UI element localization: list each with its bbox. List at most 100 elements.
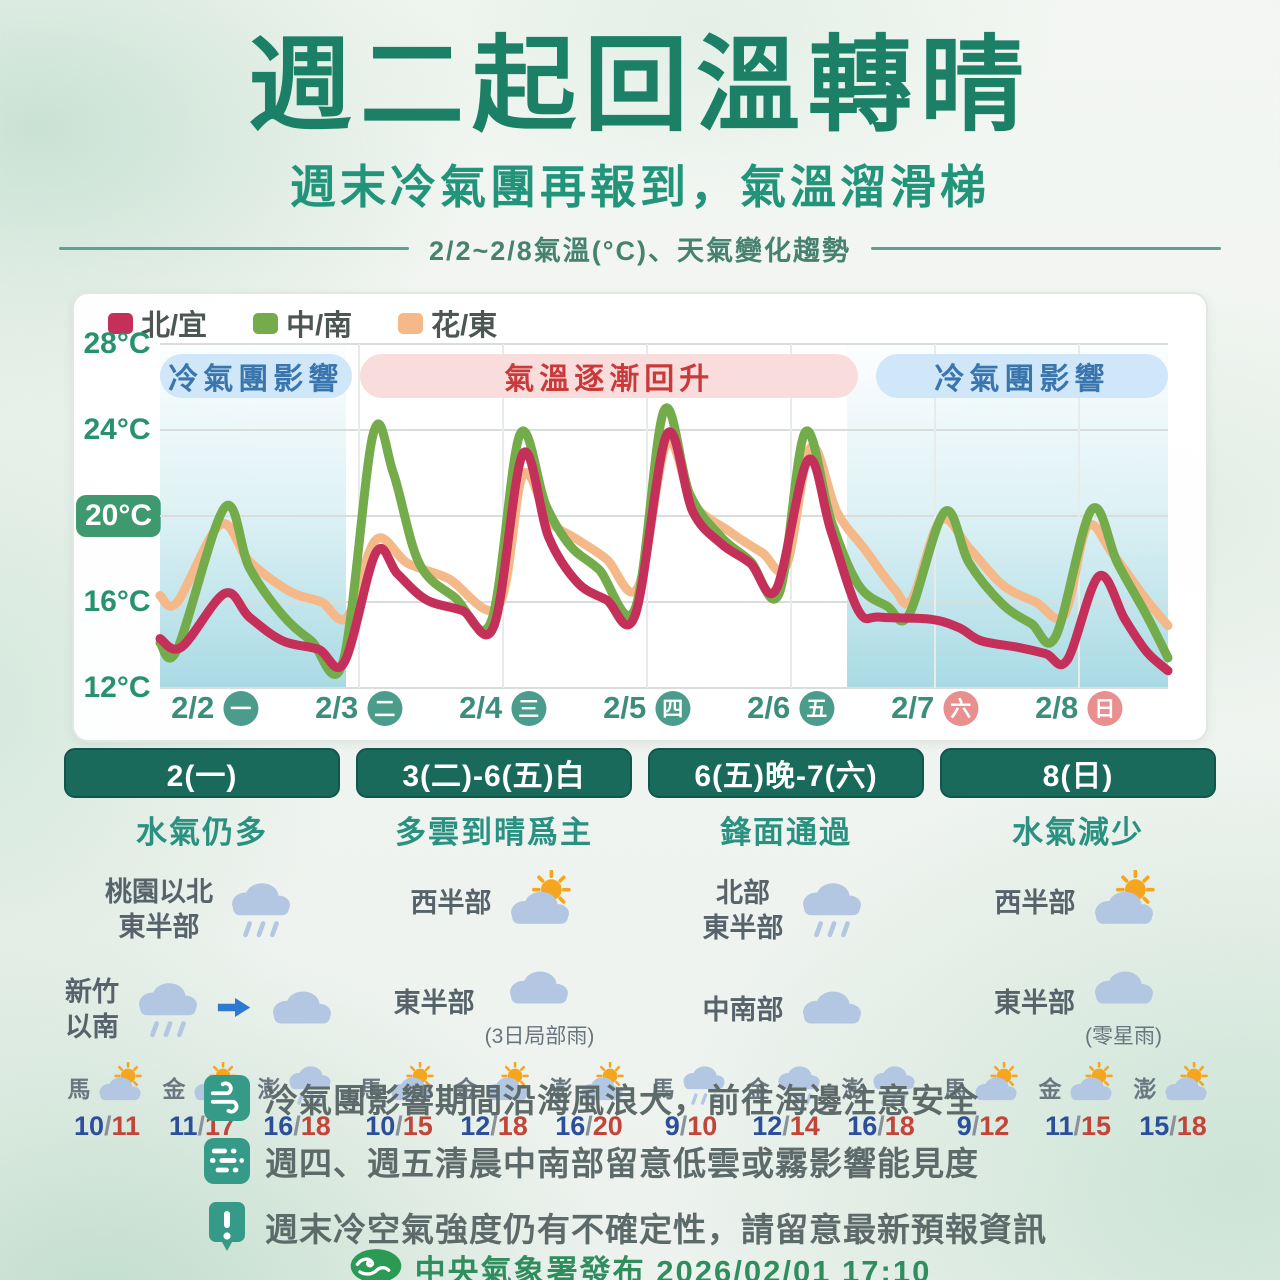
island-name: 馬 bbox=[943, 1075, 967, 1102]
island-name: 金 bbox=[162, 1075, 186, 1102]
island-forecast-馬: 馬 10/11 bbox=[68, 1061, 147, 1142]
cloud-icon bbox=[501, 957, 577, 1024]
weather-icon-line bbox=[794, 877, 870, 944]
temp-high: 18 bbox=[884, 1111, 915, 1141]
caption-rule-right bbox=[871, 246, 1222, 250]
temperature-chart-card: 北/宜 中/南 花/東 28°C 24°C 20°C 16°C 12°C 冷氣團影響 氣溫逐漸… bbox=[72, 292, 1208, 742]
section-header: 2(一) bbox=[64, 748, 340, 798]
weekday-circle-二: 二 bbox=[367, 690, 403, 726]
banner-warm-2: 氣溫逐漸回升 bbox=[360, 354, 859, 398]
island-name: 馬 bbox=[359, 1075, 383, 1102]
temp-separator: / bbox=[293, 1111, 301, 1141]
y-tick-label-12: 12°C bbox=[76, 667, 158, 709]
cloud-icon bbox=[264, 977, 340, 1044]
x-axis-label-2/3: 2/3 二 bbox=[315, 690, 403, 726]
weather-icon-line bbox=[1086, 869, 1162, 937]
island-name: 馬 bbox=[651, 1075, 675, 1102]
weather-row: 桃園以北 東半部 bbox=[64, 875, 340, 945]
island-name: 金 bbox=[454, 1075, 478, 1102]
temp-separator: / bbox=[877, 1111, 885, 1141]
island-temperature: 9/10 bbox=[665, 1111, 718, 1142]
weather-icon-line bbox=[1086, 957, 1162, 1024]
island-name: 澎 bbox=[1133, 1075, 1157, 1102]
fog-icon bbox=[204, 1138, 250, 1184]
y-tick-text: 24°C bbox=[83, 413, 151, 446]
cwa-logo-icon bbox=[349, 1247, 403, 1280]
temp-low: 11 bbox=[168, 1111, 198, 1141]
islands-row: 馬 9/12 金 11/15 澎 15/18 bbox=[940, 1061, 1216, 1142]
temp-high: 18 bbox=[300, 1111, 331, 1141]
weekday-circle-一: 一 bbox=[223, 690, 259, 726]
temp-high: 14 bbox=[789, 1111, 820, 1141]
weather-row: 西半部 bbox=[356, 869, 632, 937]
weather-icon-stack bbox=[794, 877, 870, 944]
island-top: 金 bbox=[1039, 1061, 1118, 1111]
section-summary: 鋒面通過 bbox=[720, 815, 852, 850]
section-summary: 水氣仍多 bbox=[136, 815, 268, 850]
weather-icon-stack: (零星雨) bbox=[1085, 957, 1162, 1050]
gridline-12 bbox=[160, 687, 1168, 689]
suncloud-icon bbox=[480, 1061, 534, 1111]
island-temperature: 9/12 bbox=[957, 1111, 1010, 1142]
island-forecast-馬: 馬 9/12 bbox=[943, 1061, 1023, 1142]
suncloud-icon bbox=[969, 1061, 1023, 1111]
temp-separator: / bbox=[490, 1111, 498, 1141]
region-label: 桃園以北 東半部 bbox=[105, 876, 213, 942]
island-top: 澎 bbox=[258, 1062, 337, 1111]
temp-separator: / bbox=[1073, 1111, 1081, 1141]
temperature-curves bbox=[155, 403, 1173, 679]
temp-low: 16 bbox=[555, 1111, 586, 1141]
island-top: 馬 bbox=[943, 1061, 1023, 1111]
footer: 中央氣象署發布 2026/02/01 17:10 bbox=[0, 1246, 1280, 1280]
advisory-note-text: 冷氣團影響期間沿海風浪大，前往海邊注意安全 bbox=[265, 1082, 979, 1119]
x-axis-label-2/4: 2/4 三 bbox=[459, 690, 547, 726]
weather-row: 新竹以南 bbox=[64, 975, 340, 1045]
x-axis-label-2/5: 2/5 四 bbox=[603, 690, 691, 726]
legend-swatch-north-yilan bbox=[108, 312, 133, 334]
x-axis-label-2/8: 2/8 日 bbox=[1035, 690, 1123, 726]
section-header: 8(日) bbox=[940, 748, 1216, 798]
region-label: 中南部 bbox=[702, 995, 784, 1026]
temp-separator: / bbox=[103, 1111, 112, 1141]
section-summary: 多雲到晴爲主 bbox=[395, 815, 593, 850]
y-tick-text: 28°C bbox=[83, 327, 151, 360]
y-tick-label-28: 28°C bbox=[76, 323, 158, 365]
weekday-circle-五: 五 bbox=[799, 690, 835, 726]
weather-row: 北部 東半部 bbox=[648, 876, 924, 946]
island-forecast-金: 金 11/15 bbox=[1039, 1061, 1118, 1142]
weather-row: 中南部 bbox=[648, 977, 924, 1044]
temp-high: 18 bbox=[1176, 1111, 1207, 1141]
curve-hualien-taitung bbox=[155, 436, 1173, 631]
y-tick-label-24: 24°C bbox=[76, 409, 158, 451]
weather-icon-line bbox=[223, 877, 299, 944]
y-tick-label-16: 16°C bbox=[76, 581, 158, 623]
island-temperature: 12/14 bbox=[752, 1111, 820, 1142]
weather-icon-line bbox=[794, 977, 870, 1044]
island-top: 馬 bbox=[652, 1062, 731, 1111]
island-temperature: 16/18 bbox=[847, 1111, 915, 1142]
island-forecast-金: 金 12/18 bbox=[454, 1061, 534, 1142]
legend-item-hualien-taitung: 花/東 bbox=[398, 302, 497, 344]
temp-separator: / bbox=[197, 1111, 205, 1141]
temp-low: 12 bbox=[752, 1111, 783, 1141]
chart-caption-row: 2/2~2/8氣溫(°C)、天氣變化趨勢 bbox=[0, 229, 1280, 268]
y-tick-text: 20°C bbox=[76, 495, 162, 537]
island-top: 澎 bbox=[1133, 1061, 1213, 1111]
weather-icon-stack bbox=[130, 977, 340, 1044]
gridline-20 bbox=[160, 515, 1168, 517]
temp-low: 16 bbox=[847, 1111, 878, 1141]
suncloud-icon bbox=[93, 1061, 147, 1111]
island-top: 澎 bbox=[550, 1061, 629, 1111]
cloud-icon bbox=[1086, 957, 1162, 1024]
curve-north-yilan bbox=[155, 427, 1173, 676]
legend-swatch-central-south bbox=[253, 312, 279, 334]
advisory-notes: 冷氣團影響期間沿海風浪大，前往海邊注意安全 週四、週五清晨中南部留意低雲或霧影響… bbox=[204, 1074, 1047, 1254]
weather-row: 東半部 (3日局部雨) bbox=[356, 957, 632, 1050]
day-gridline-2/8 bbox=[1077, 344, 1080, 688]
weather-icon-line bbox=[130, 977, 340, 1044]
region-label: 西半部 bbox=[994, 887, 1076, 918]
weather-icon-stack bbox=[502, 869, 578, 937]
island-top: 金 bbox=[747, 1062, 826, 1111]
weather-icon-stack bbox=[223, 877, 299, 944]
island-forecast-澎: 澎 15/18 bbox=[1133, 1061, 1213, 1142]
